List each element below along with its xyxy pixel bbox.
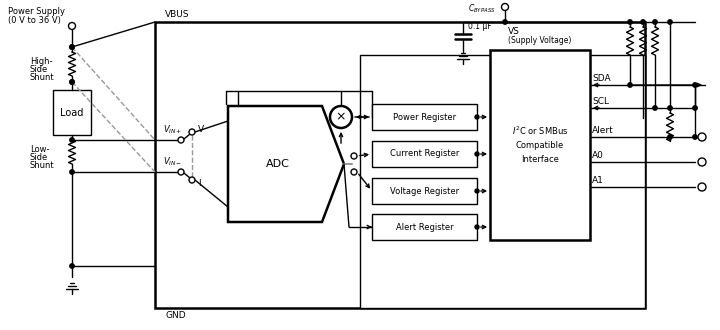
Text: Low-: Low- [30,146,50,154]
Bar [372,214,477,240]
Circle shape [70,138,74,142]
Bar [372,178,477,204]
Text: High-: High- [30,57,53,67]
Circle shape [698,158,706,166]
Text: Compatible: Compatible [516,141,564,149]
Text: Side: Side [30,153,48,162]
Circle shape [668,106,672,110]
Circle shape [189,177,195,183]
Text: $V_{IN+}$: $V_{IN+}$ [163,123,182,136]
Circle shape [70,80,74,84]
Text: $V_{IN-}$: $V_{IN-}$ [163,155,182,168]
Circle shape [70,45,74,49]
Circle shape [693,83,697,87]
Text: VS: VS [508,27,520,36]
Circle shape [330,106,352,128]
Text: GND: GND [165,311,186,320]
Circle shape [351,153,357,159]
Text: Interface: Interface [521,154,559,163]
Circle shape [68,22,76,29]
Text: $I^2$C or SMBus: $I^2$C or SMBus [512,125,568,137]
Text: ADC: ADC [266,159,290,169]
Circle shape [70,45,74,49]
Text: Power Supply: Power Supply [8,8,65,16]
Text: VBUS: VBUS [165,10,189,19]
Text: Alert: Alert [592,126,613,135]
Text: (Supply Voltage): (Supply Voltage) [508,36,572,45]
Circle shape [475,225,479,229]
Circle shape [475,152,479,156]
Text: ×: × [336,111,346,123]
Text: $C_{BYPASS}$: $C_{BYPASS}$ [468,3,496,15]
Bar [490,50,590,240]
Circle shape [693,106,697,110]
Circle shape [503,20,507,24]
Circle shape [628,20,632,24]
Circle shape [668,135,672,139]
Text: Alert Register: Alert Register [396,222,454,232]
Text: 0.1 μF: 0.1 μF [468,22,492,31]
Circle shape [475,115,479,119]
Text: Current Register: Current Register [390,149,459,158]
Circle shape [641,20,645,24]
Text: Shunt: Shunt [30,74,55,82]
Circle shape [693,135,697,139]
Text: SCL: SCL [592,97,609,106]
Circle shape [653,20,657,24]
Text: Load: Load [60,108,84,117]
Text: (0 V to 36 V): (0 V to 36 V) [8,16,61,24]
Text: V: V [198,125,204,135]
Bar [155,22,645,308]
Circle shape [70,170,74,174]
Circle shape [178,169,184,175]
Circle shape [698,133,706,141]
Bar [53,90,91,135]
Circle shape [475,189,479,193]
Text: A1: A1 [592,176,604,185]
Text: Power Register: Power Register [393,113,456,121]
Circle shape [668,20,672,24]
Text: I: I [198,180,201,188]
Bar [372,141,477,167]
Text: Voltage Register: Voltage Register [390,186,459,195]
Text: Shunt: Shunt [30,161,55,171]
Text: A0: A0 [592,151,604,160]
Circle shape [189,129,195,135]
Circle shape [351,169,357,175]
Text: Side: Side [30,65,48,75]
Circle shape [502,4,508,11]
Polygon shape [228,106,344,222]
Text: SDA: SDA [592,74,611,83]
Circle shape [178,137,184,143]
Circle shape [698,183,706,191]
Circle shape [70,264,74,268]
Bar [372,104,477,130]
Circle shape [628,83,632,87]
Bar [360,55,645,308]
Circle shape [70,80,74,84]
Circle shape [653,106,657,110]
